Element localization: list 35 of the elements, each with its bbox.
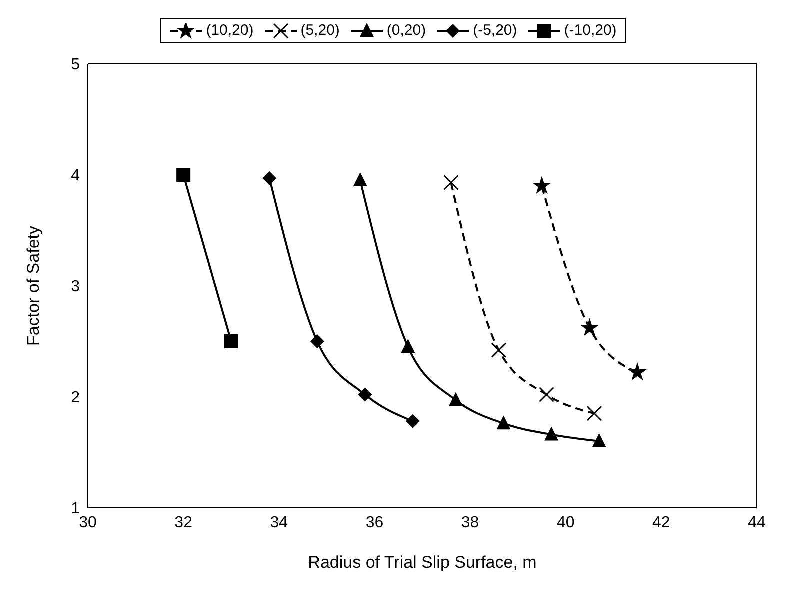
x-tick-label: 32 [174,514,193,532]
x-tick-label: 40 [556,514,575,532]
y-tick-label: 2 [71,390,80,407]
point [496,416,511,430]
point [628,362,647,381]
point [401,339,416,354]
y-axis-title: Factor of Safety [24,226,44,346]
y-tick-label: 3 [71,278,80,296]
point [544,426,559,441]
x-tick-label: 30 [79,514,97,532]
y-tick-label: 4 [71,168,80,185]
point [176,168,191,182]
x-tick-label: 38 [461,514,480,532]
x-tick-label: 42 [652,514,670,532]
point [358,388,372,402]
point [532,176,552,194]
x-tick-label: 34 [270,514,288,532]
x-tick-label: 44 [748,514,766,532]
legend-label: (5,20) [300,22,340,39]
point [580,318,600,336]
point [262,171,277,186]
x-axis-title: Radius of Trial Slip Surface, m [308,553,537,572]
y-tick-label: 5 [71,56,80,74]
legend-label: (10,20) [205,22,254,39]
x-tick-label: 36 [366,514,384,532]
y-tick-label: 1 [71,500,80,518]
point [224,334,238,348]
point [310,334,324,348]
point [448,392,463,406]
legend-label: (0,20) [386,22,426,39]
point [406,414,420,428]
legend-label: (-10,20) [563,22,617,39]
point [353,172,368,187]
point [592,433,606,448]
legend-label: (-5,20) [472,22,518,39]
